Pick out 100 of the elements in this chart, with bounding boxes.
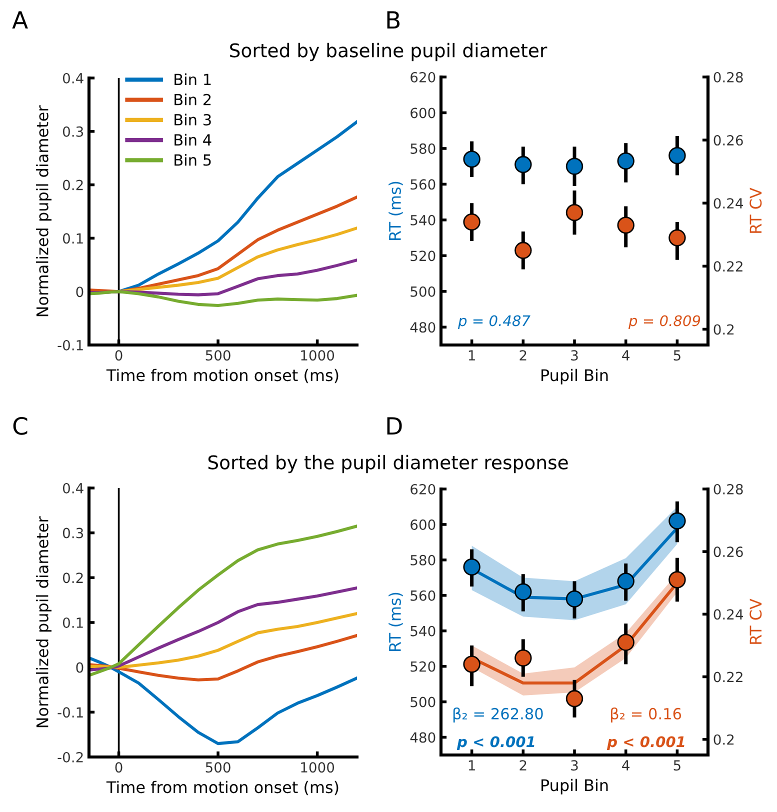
y2-axis-title: RT CV: [750, 598, 762, 644]
point: [463, 558, 480, 576]
x-axis-title: Time from motion onset (ms): [106, 368, 338, 384]
y2-tick-label: 0.24: [714, 198, 744, 209]
y-tick-label: 520: [410, 250, 436, 262]
y-tick-label: 500: [410, 696, 436, 708]
x-axis-title: Time from motion onset (ms): [106, 780, 338, 796]
chart-title: Sorted by the pupil diameter response: [208, 454, 568, 474]
x-tick-label: 3: [571, 350, 578, 361]
point: [514, 583, 532, 600]
line-series: [89, 586, 357, 672]
x-tick-label: 1: [468, 760, 475, 770]
y-tick-label: 600: [410, 108, 436, 118]
y-tick-label: 480: [410, 732, 436, 743]
line-series: [89, 656, 357, 746]
point: [566, 690, 584, 708]
y-tick-label: 480: [410, 322, 436, 333]
legend-label: Bin 3: [174, 114, 211, 126]
point: [668, 229, 686, 246]
annotation: p < 0.001: [606, 736, 684, 750]
y-tick-label: 540: [410, 626, 436, 636]
point: [617, 572, 634, 590]
x-tick-label: 500: [206, 350, 230, 361]
text: A: [12, 11, 28, 29]
point: [668, 571, 686, 588]
annotation: β₂ = 0.16: [611, 708, 682, 722]
y2-tick-label: 0.2: [714, 734, 734, 745]
point: [617, 634, 634, 651]
point: [566, 590, 584, 608]
x-tick-label: 500: [206, 762, 230, 773]
y-tick-label: 0: [76, 286, 84, 298]
legend-label: Bin 1: [174, 73, 211, 86]
y-tick-label: 0.2: [62, 572, 83, 584]
y-tick-label: 0.4: [62, 482, 84, 494]
y2-tick-label: 0.26: [714, 546, 743, 558]
point: [463, 150, 480, 168]
point: [566, 204, 584, 222]
y-tick-label: 520: [410, 661, 436, 672]
point: [668, 512, 686, 530]
line-series: [89, 290, 357, 308]
legend-label: Bin 2: [174, 94, 211, 106]
y-tick-label: 0.1: [62, 617, 83, 628]
y2-tick-label: 0.22: [714, 261, 742, 272]
y-tick-label: 0.3: [62, 126, 84, 137]
y-tick-label: 0: [76, 662, 84, 673]
point: [463, 656, 480, 673]
y-tick-label: 560: [410, 590, 436, 601]
y-tick-label: 0.1: [62, 233, 83, 244]
annotation: β₂ = 262.80: [453, 708, 543, 722]
y2-tick-label: 0.2: [714, 324, 734, 335]
x-tick-label: 4: [622, 760, 630, 770]
x-tick-label: 1000: [301, 762, 334, 773]
legend-label: Bin 5: [174, 154, 211, 166]
y-tick-label: 540: [410, 214, 436, 226]
text: C: [13, 416, 28, 435]
x-tick-label: 2: [520, 350, 526, 360]
x-tick-label: 4: [622, 350, 630, 360]
point: [463, 213, 480, 231]
y-tick-label: 580: [410, 554, 436, 566]
y-tick-label: 560: [410, 179, 436, 190]
y-tick-label: 620: [410, 484, 436, 494]
y-axis-title: RT (ms): [388, 182, 403, 240]
y-tick-label: 0.3: [62, 528, 84, 538]
chart-title: Sorted by baseline pupil diameter: [230, 42, 548, 62]
y-tick-label: 0.2: [62, 180, 83, 190]
y-tick-label: 580: [410, 143, 436, 154]
y2-tick-label: 0.26: [714, 135, 743, 146]
y2-tick-label: 0.24: [714, 609, 744, 620]
x-axis-title: Pupil Bin: [542, 368, 608, 384]
annotation: p < 0.001: [456, 736, 534, 750]
x-tick-label: 0: [115, 350, 122, 361]
x-axis-title: Pupil Bin: [542, 778, 608, 794]
y-tick-label: 600: [410, 519, 436, 530]
y-tick-label: -0.2: [58, 752, 83, 762]
x-tick-label: 0: [115, 762, 122, 773]
text: D: [387, 417, 402, 435]
annotation: p = 0.487: [458, 315, 530, 330]
annotation: p = 0.809: [628, 315, 700, 330]
point: [617, 152, 634, 170]
point: [514, 156, 532, 174]
x-tick-label: 5: [674, 760, 680, 771]
y2-tick-label: 0.28: [714, 72, 743, 82]
y-tick-label: 0.4: [62, 72, 84, 84]
legend-label: Bin 4: [174, 134, 212, 146]
y-tick-label: 500: [410, 286, 436, 297]
text: B: [387, 11, 400, 29]
y2-axis-title: RT CV: [750, 188, 762, 233]
point: [514, 242, 532, 260]
line-series: [89, 612, 357, 669]
x-tick-label: 1: [468, 350, 475, 360]
y-axis-title: Normalized pupil diameter: [36, 105, 52, 316]
x-tick-label: 5: [674, 350, 680, 361]
y-axis-title: RT (ms): [388, 592, 403, 651]
y2-tick-label: 0.22: [714, 672, 742, 682]
y-tick-label: -0.1: [58, 340, 83, 350]
y-axis-title: Normalized pupil diameter: [36, 516, 52, 728]
x-tick-label: 2: [520, 760, 526, 770]
point: [668, 147, 686, 164]
y-tick-label: -0.1: [58, 707, 83, 718]
line-series: [89, 524, 357, 677]
